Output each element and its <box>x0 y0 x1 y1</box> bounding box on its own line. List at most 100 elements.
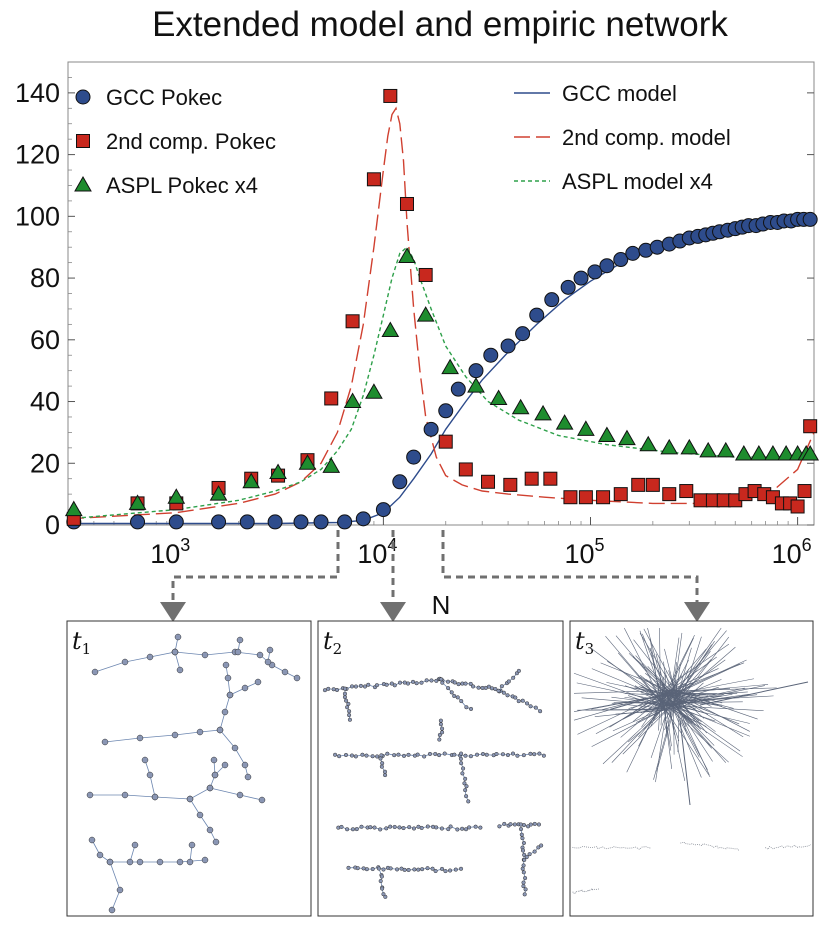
network-node <box>344 698 349 703</box>
y-tick-label: 60 <box>30 325 60 355</box>
giant-component <box>573 627 809 806</box>
x-tick-label: 106 <box>772 535 812 569</box>
network-node <box>91 668 99 676</box>
network-node <box>359 824 364 829</box>
network-node <box>342 686 348 691</box>
network-node <box>174 633 182 641</box>
square-point <box>679 484 694 499</box>
network-node <box>210 756 218 764</box>
network-node <box>466 799 471 804</box>
network-node <box>151 793 159 801</box>
network-node <box>433 868 438 874</box>
network-node <box>201 856 209 864</box>
network-node <box>345 705 350 710</box>
network-edge <box>664 708 667 737</box>
square-point <box>613 487 628 502</box>
square-point <box>399 196 414 211</box>
triangle-point <box>511 398 530 415</box>
network-node <box>116 886 124 894</box>
network-edge <box>669 692 696 726</box>
network-node <box>520 698 525 703</box>
network-node <box>378 827 383 832</box>
network-node <box>397 825 402 830</box>
square-point <box>366 172 381 187</box>
triangle-point <box>777 444 795 461</box>
network-node <box>370 866 375 872</box>
network-node <box>505 752 511 758</box>
network-node <box>486 684 491 689</box>
circle-point <box>625 245 641 261</box>
x-tick-label: 104 <box>357 535 397 569</box>
network-node <box>212 838 220 846</box>
network-node <box>440 726 445 731</box>
network-node <box>231 744 239 752</box>
network-node <box>433 751 438 757</box>
circle-point <box>599 258 615 274</box>
network-node <box>376 866 381 871</box>
square-point <box>458 462 473 477</box>
square-point <box>543 471 558 486</box>
network-node <box>388 824 393 829</box>
square-point <box>790 499 805 514</box>
network-node <box>439 826 444 831</box>
network-node <box>416 867 421 872</box>
network-edge <box>675 705 741 752</box>
x-tick-label: 105 <box>564 535 604 569</box>
network-node <box>186 858 194 866</box>
network-node <box>176 858 184 866</box>
network-node <box>414 681 419 686</box>
network-node <box>345 827 350 832</box>
network-node <box>521 840 526 846</box>
y-tick-label: 0 <box>45 510 60 540</box>
network-edge <box>628 695 663 708</box>
network-node <box>353 684 359 689</box>
network-edge <box>666 702 750 737</box>
network-node <box>437 737 442 742</box>
network-node <box>221 761 229 769</box>
network-node <box>346 865 351 870</box>
network-node <box>350 827 356 832</box>
y-tick-label: 80 <box>30 263 60 293</box>
network-edge <box>663 661 668 697</box>
network-node <box>353 754 358 759</box>
triangle-point <box>441 358 459 375</box>
network-node <box>254 678 262 686</box>
arrow-head-icon <box>380 602 406 622</box>
network-node <box>171 731 179 739</box>
circle-point <box>450 381 466 397</box>
network-node <box>468 681 473 686</box>
circle-point <box>423 421 439 437</box>
network-node <box>211 771 219 779</box>
square-point <box>345 314 360 329</box>
network-node <box>455 827 460 832</box>
network-node <box>456 682 461 687</box>
network-chain <box>572 846 651 850</box>
network-node <box>471 684 476 689</box>
circle-point <box>239 514 255 530</box>
network-node <box>395 867 400 872</box>
network-node <box>524 854 529 860</box>
network-node <box>358 683 363 688</box>
network-node <box>513 695 518 700</box>
network-node <box>464 784 469 789</box>
network-node <box>510 751 516 756</box>
square-point <box>693 493 708 508</box>
circle-point <box>293 514 309 530</box>
network-node <box>131 841 139 849</box>
network-node <box>236 636 244 644</box>
network-node <box>460 771 465 776</box>
triangle-point <box>64 500 83 517</box>
network-node <box>333 752 338 757</box>
network-node <box>86 791 94 799</box>
network-node <box>455 695 460 700</box>
network-edge <box>649 680 663 704</box>
network-node <box>463 753 468 758</box>
network-node <box>234 648 242 656</box>
network-edge <box>643 628 680 696</box>
network-node <box>476 685 481 690</box>
network-node <box>458 756 463 761</box>
triangle-point <box>298 454 317 470</box>
network-node <box>480 751 486 757</box>
circle-point <box>406 449 422 465</box>
network-edge <box>655 653 666 691</box>
